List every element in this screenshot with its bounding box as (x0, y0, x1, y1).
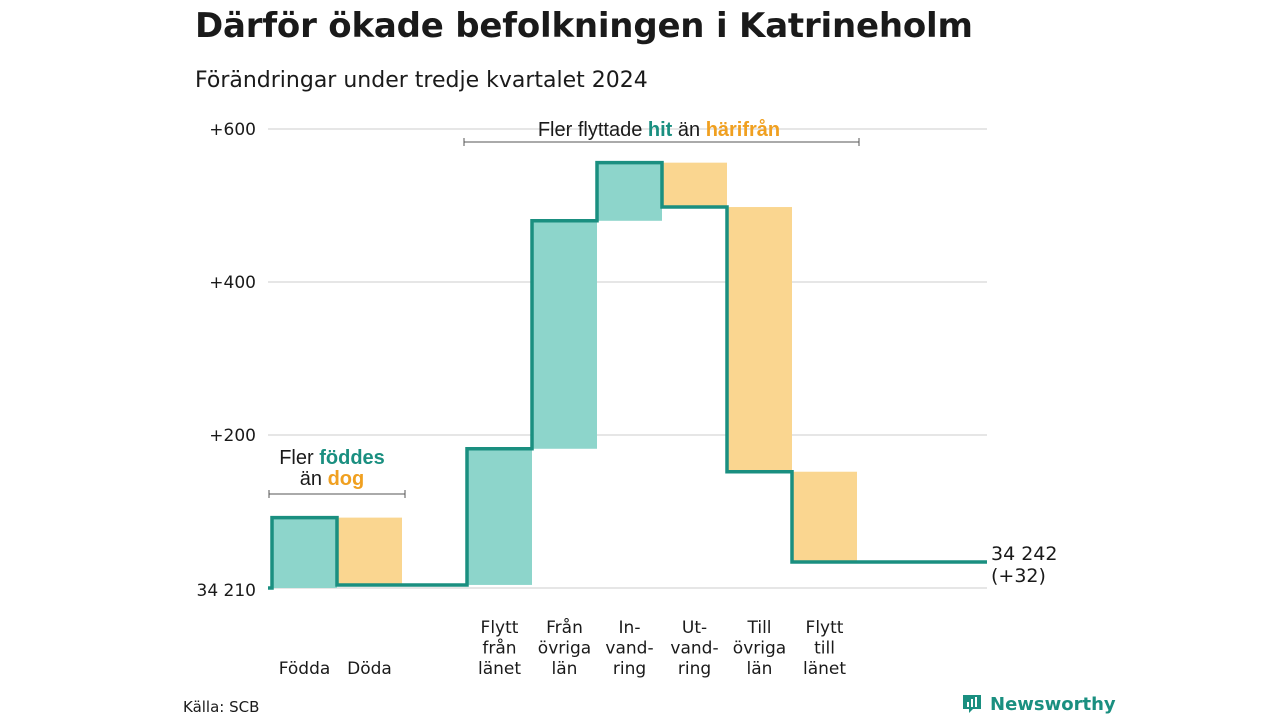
y-tick-label: +400 (209, 273, 256, 293)
grid-lines (268, 128, 987, 589)
bar-döda (337, 517, 402, 585)
bar-födda (272, 517, 337, 588)
x-category-label: övriga (538, 639, 591, 659)
x-category-label: Flytt (806, 618, 844, 638)
annotation-migration-negative-text: härifrån (706, 118, 780, 141)
annotation-births-bracket (268, 490, 406, 498)
annotation-births-line: Fler föddes (279, 447, 385, 469)
annotation-births-line: än dog (300, 468, 364, 490)
end-value-label: 34 242 (991, 543, 1057, 565)
y-tick-label: +600 (209, 120, 256, 140)
x-category-label: till (814, 639, 835, 659)
bars (272, 162, 857, 588)
bar-flytt-till-länet (792, 471, 857, 562)
annotation-migration-positive-text: hit (648, 119, 673, 141)
chart-title: Därför ökade befolkningen i Katrineholm (195, 6, 973, 46)
end-change-label: (+32) (991, 565, 1046, 587)
x-category-label: vand- (670, 639, 718, 659)
x-category-label: vand- (605, 639, 653, 659)
bar-från-övriga-län (532, 220, 597, 449)
annotation-births-negative-text: dog (328, 468, 365, 490)
x-category-label: ring (613, 659, 646, 679)
chart-subtitle: Förändringar under tredje kvartalet 2024 (195, 68, 648, 93)
annotation-births-positive-text: föddes (319, 447, 385, 469)
x-category-label: län (552, 659, 578, 679)
bar-till-övriga-län (727, 207, 792, 472)
source-note: Källa: SCB (183, 698, 260, 716)
annotation-births-plain-text: än (300, 468, 328, 490)
bar-in--vand--ring (597, 162, 662, 221)
annotation-births-plain-text: Fler (279, 447, 319, 469)
bar-flytt-från-länet (467, 448, 532, 585)
x-category-label: Födda (279, 659, 331, 679)
annotation-migration-plain-text: än (672, 119, 705, 141)
running-total-line (268, 160, 987, 590)
brand-logo: Newsworthy (960, 692, 1116, 716)
x-category-label: ring (678, 659, 711, 679)
x-category-label: län (747, 659, 773, 679)
brand-name: Newsworthy (990, 693, 1116, 715)
bar-ut--vand--ring (662, 162, 727, 208)
annotation-migration-line: Fler flyttade hit än härifrån (538, 118, 780, 141)
step-lines (268, 160, 987, 590)
x-category-label: från (482, 638, 516, 659)
x-category-label: Döda (347, 659, 392, 679)
x-category-label: övriga (733, 639, 786, 659)
bar-chart-logo-icon (963, 695, 981, 713)
annotation-migration-plain-text: Fler flyttade (538, 119, 648, 141)
x-category-label: länet (803, 659, 846, 679)
x-category-label: Till (746, 618, 771, 638)
x-category-label: Från (546, 617, 583, 638)
y-tick-label: +200 (209, 426, 256, 446)
annotation-migration-bracket (463, 138, 860, 146)
x-category-label: In- (619, 618, 641, 638)
y-base-label: 34 210 (197, 581, 256, 601)
x-category-label: länet (478, 659, 521, 679)
x-category-label: Ut- (682, 618, 707, 638)
x-category-label: Flytt (481, 618, 519, 638)
